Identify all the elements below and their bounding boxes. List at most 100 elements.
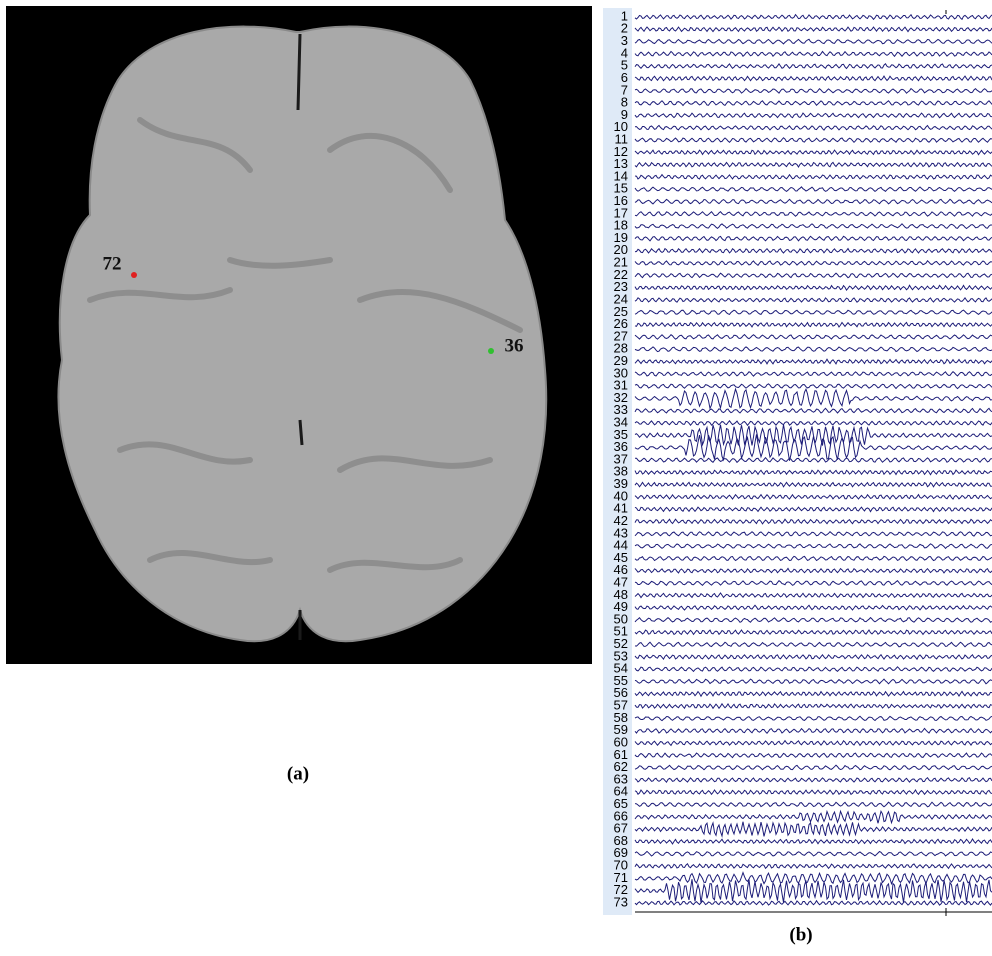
trace [634,863,992,870]
channel-label: 14 [614,168,628,183]
channel-label: 26 [614,316,628,331]
channel-label: 28 [614,341,628,356]
channel-label: 53 [614,648,628,663]
trace [634,434,992,462]
trace [634,764,992,771]
trace [634,198,992,205]
channel-label: 62 [614,759,628,774]
trace [634,223,992,230]
electrode-label: 36 [505,335,524,356]
trace [634,383,992,390]
channel-label: 33 [614,402,628,417]
trace [634,653,992,661]
channel-label: 73 [614,894,628,909]
channel-label: 13 [614,156,628,171]
channel-label: 61 [614,747,628,762]
trace [634,173,992,180]
channel-label: 41 [614,501,628,516]
channel-label: 57 [614,698,628,713]
trace [634,838,992,845]
trace [634,100,992,107]
trace [634,678,992,685]
trace [634,702,992,710]
trace [634,235,992,242]
panel-label: (a) [287,763,309,784]
trace [634,481,992,488]
electrode-marker [131,272,137,278]
channel-label: 50 [614,611,628,626]
channel-label: 48 [614,587,628,602]
electrode-label: 72 [103,253,122,274]
trace [634,112,992,119]
trace [634,604,992,611]
trace [634,776,992,784]
channel-label: 47 [614,574,628,589]
channel-label: 17 [614,205,628,220]
channel-label: 18 [614,218,628,233]
trace [634,137,992,144]
channel-label: 42 [614,513,628,528]
channel-label: 49 [614,599,628,614]
trace [634,38,992,45]
trace [634,210,992,217]
traces [634,13,992,906]
trace [634,739,992,747]
trace [634,592,992,599]
trace [634,493,992,500]
channel-label: 72 [614,882,628,897]
channel-label: 27 [614,328,628,343]
channel-label: 24 [614,291,628,306]
channel-label: 56 [614,685,628,700]
trace [634,518,992,525]
channel-label: 15 [614,181,628,196]
channel-label: 65 [614,796,628,811]
channel-label: 7 [621,82,628,97]
trace [634,809,992,825]
channel-label: 71 [614,870,628,885]
channel-label: 52 [614,636,628,651]
trace [634,309,992,316]
channel-label: 32 [614,390,628,405]
trace [634,371,992,377]
trace [634,506,992,513]
trace [634,616,992,623]
channel-label: 23 [614,279,628,294]
channel-label: 66 [614,808,628,823]
channel-label: 19 [614,230,628,245]
panel-label: (b) [789,924,812,945]
trace [634,260,992,267]
channel-label: 20 [614,242,628,257]
channel-label: 11 [615,131,629,146]
channel-label: 63 [614,771,628,786]
trace [634,879,992,903]
channel-label: 31 [614,378,628,393]
trace [634,87,992,94]
trace [634,666,992,673]
trace [634,752,992,759]
channel-label: 36 [614,439,628,454]
channel-label: 21 [614,255,628,270]
channel-label: 12 [614,144,628,159]
channel-label: 1 [621,8,628,23]
trace [634,690,992,698]
trace [634,124,992,131]
brain [57,25,548,643]
channel-label: 34 [614,415,628,430]
trace [634,407,992,414]
trace [634,543,992,550]
trace [634,247,992,254]
channel-label: 35 [614,427,628,442]
trace [634,186,992,193]
trace [634,530,992,537]
channel-label: 16 [614,193,628,208]
channel-label: 51 [614,624,628,639]
channel-label: 70 [614,858,628,873]
trace [634,75,992,82]
trace [634,727,992,734]
trace [634,641,992,648]
trace [634,789,992,796]
longitudinal-fissure [296,33,304,640]
trace [634,580,992,587]
trace [634,13,992,21]
trace [634,297,992,303]
